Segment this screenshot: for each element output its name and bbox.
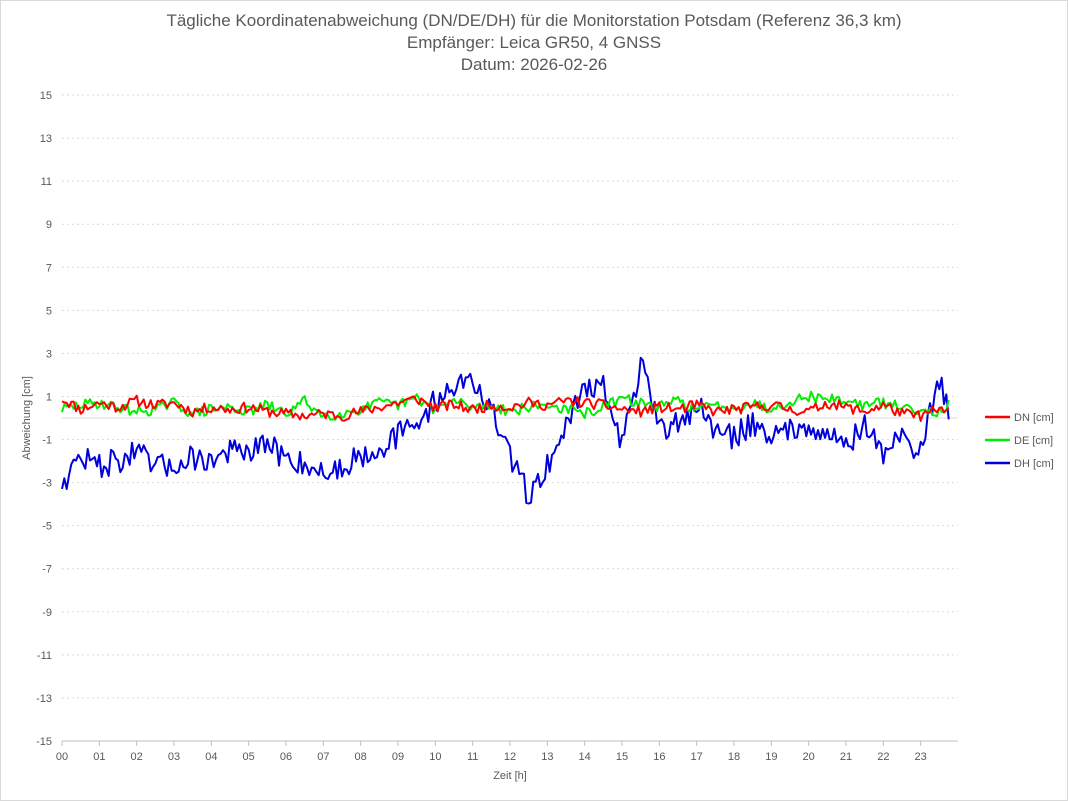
x-tick-label: 23 — [915, 751, 927, 763]
x-tick-label: 09 — [392, 751, 404, 763]
x-tick-label: 16 — [653, 751, 665, 763]
x-tick-label: 17 — [691, 751, 703, 763]
y-tick-label: -1 — [42, 435, 52, 447]
x-tick-label: 14 — [579, 751, 591, 763]
x-tick-label: 22 — [877, 751, 889, 763]
x-tick-label: 20 — [803, 751, 815, 763]
y-tick-label: -5 — [42, 521, 52, 533]
gridlines — [62, 95, 958, 741]
y-tick-label: 1 — [46, 391, 52, 403]
x-tick-label: 11 — [467, 751, 478, 763]
x-tick-label: 19 — [765, 751, 777, 763]
x-tick-label: 21 — [840, 751, 852, 763]
x-tick-label: 15 — [616, 751, 628, 763]
x-tick-label: 07 — [317, 751, 329, 763]
y-tick-label: 11 — [41, 176, 52, 188]
x-tick-label: 06 — [280, 751, 292, 763]
y-tick-label: 15 — [40, 90, 52, 102]
series-line-dh — [62, 358, 949, 504]
x-tick-label: 10 — [429, 751, 441, 763]
x-axis-label: Zeit [h] — [493, 770, 527, 782]
y-axis-label: Abweichung [cm] — [21, 376, 33, 460]
line-chart: 15131197531-1-3-5-7-9-11-13-15 00 01 02 03 0… — [0, 0, 1068, 801]
y-tick-label: 7 — [46, 262, 52, 274]
legend: DN [cm] DE [cm] DH [cm] — [985, 412, 1054, 470]
series-group — [62, 358, 949, 504]
x-tick-label: 04 — [205, 751, 217, 763]
y-tick-label: -9 — [42, 607, 52, 619]
y-tick-label: -15 — [36, 736, 52, 748]
y-axis-ticks: 15 13 11 9 7 5 3 1 -1 -3 -5 -7 -9 -11 -13 -15 — [36, 90, 52, 748]
legend-label: DN [cm] — [1014, 412, 1054, 424]
x-tick-label: 02 — [131, 751, 143, 763]
x-tick-label: 00 — [56, 751, 68, 763]
y-tick-label: -11 — [37, 650, 52, 662]
y-tick-label: -7 — [42, 564, 52, 576]
legend-label: DH [cm] — [1014, 458, 1054, 470]
y-tick-label: 13 — [40, 133, 52, 145]
x-tick-label: 18 — [728, 751, 740, 763]
y-tick-label: 5 — [46, 305, 52, 317]
x-tick-label: 05 — [243, 751, 255, 763]
x-axis-ticks: 00 01 02 03 04 05 06 07 08 09 10 11 12 13 14 15 16 17 18 19… — [56, 741, 927, 763]
x-tick-label: 13 — [541, 751, 553, 763]
y-tick-label: 3 — [46, 348, 52, 360]
x-tick-label: 03 — [168, 751, 180, 763]
y-tick-label: 9 — [46, 219, 52, 231]
x-tick-label: 12 — [504, 751, 516, 763]
y-tick-label: -13 — [36, 693, 52, 705]
legend-label: DE [cm] — [1014, 435, 1053, 447]
y-tick-label: -3 — [42, 478, 52, 490]
x-tick-label: 01 — [93, 751, 105, 763]
x-tick-label: 08 — [355, 751, 367, 763]
